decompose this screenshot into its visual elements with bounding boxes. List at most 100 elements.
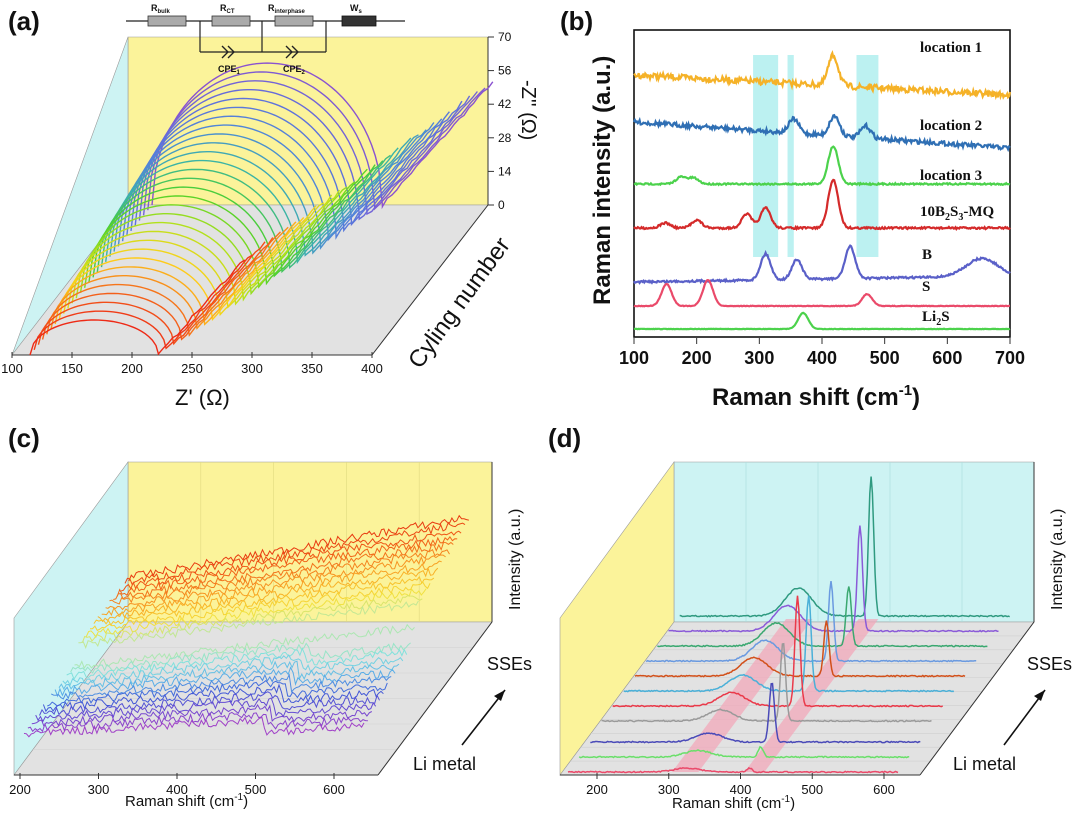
- d-x-tick-label: 400: [730, 782, 752, 797]
- c-series-group: [23, 514, 470, 738]
- c-x-tick-label: 500: [245, 782, 267, 797]
- d-series-line: [634, 620, 966, 678]
- cpe1-symbol: [221, 45, 235, 59]
- a-series-line: [147, 71, 486, 211]
- d-x-axis-label: Raman shift (cm-1): [672, 794, 795, 812]
- b-x-tick-label: 300: [744, 348, 774, 368]
- b-x-ticks: 100 200 300 400 500 600 700: [619, 338, 1025, 368]
- d-series-line: [679, 476, 1010, 618]
- c-series-line: [66, 647, 408, 681]
- a-x-tick-label: 150: [61, 361, 83, 376]
- b-series-label: Li2S: [922, 309, 950, 328]
- cpe2-symbol: [285, 45, 299, 59]
- b-y-axis-label: Raman intensity (a.u.): [589, 56, 616, 305]
- a-x-axis-label: Z' (Ω): [175, 385, 230, 410]
- b-highlight-band: [856, 55, 879, 257]
- c-x-ticks: 200 300 400 500 600: [9, 773, 345, 797]
- panel-label-b: (b): [560, 6, 593, 36]
- c-series-line: [23, 716, 365, 738]
- a-series-line: [29, 259, 246, 356]
- a-x-tick-label: 300: [241, 361, 263, 376]
- a-series-line: [79, 186, 348, 296]
- b-x-tick-label: 200: [682, 348, 712, 368]
- a-series-line: [50, 226, 289, 330]
- a-x-tick-label: 350: [301, 361, 323, 376]
- c-y-axis: [377, 621, 493, 776]
- c-series-line: [93, 575, 435, 626]
- c-series-line: [47, 679, 388, 707]
- a-series-line: [41, 237, 274, 341]
- warburg-element: [341, 15, 377, 27]
- panel-a: 100 150 200 250 300 350 400 0 14 28 42 56 70 Z' (Ω)…: [1, 3, 539, 410]
- a-series-line: [92, 164, 376, 278]
- b-x-tick-label: 100: [619, 348, 649, 368]
- a-series-line: [105, 147, 399, 265]
- r-interphase-resistor: [274, 15, 314, 27]
- c-series-line: [78, 600, 419, 649]
- a-series-line: [126, 115, 443, 240]
- a-z-axis-label: -Z'' (Ω): [517, 80, 539, 140]
- a-z-tick-label: 42: [498, 97, 512, 111]
- b-series-line: [633, 49, 1012, 101]
- b-series-label: S: [922, 279, 930, 295]
- d-y-axis-label-top: SSEs: [1027, 654, 1072, 674]
- d-back-wall: [673, 461, 1035, 623]
- c-y-axis-label-top: SSEs: [487, 654, 532, 674]
- a-series-line: [109, 137, 412, 257]
- b-series-label: location 1: [920, 40, 982, 56]
- a-series-line: [130, 106, 450, 233]
- panel-c: 200 300 400 500 600 Raman shift (cm-1) Inten…: [9, 461, 532, 810]
- a-z-tick-label: 0: [498, 198, 505, 212]
- c-y-axis-label-bottom: Li metal: [413, 754, 476, 774]
- c-series-line: [89, 581, 431, 632]
- a-z-tick-label: 14: [498, 164, 512, 178]
- ws-label: Ws: [350, 3, 363, 15]
- a-z-tick-label: 28: [498, 131, 512, 145]
- d-x-tick-label: 300: [658, 782, 680, 797]
- c-series-line: [35, 697, 377, 723]
- c-series-line: [42, 683, 384, 713]
- c-series-line: [54, 666, 396, 698]
- a-series-group: [29, 62, 494, 356]
- d-series-line: [567, 766, 899, 774]
- c-series-line: [105, 554, 446, 611]
- d-y-axis-label-bottom: Li metal: [953, 754, 1016, 774]
- b-series-labels: location 1 location 2 location 3 10B2S3-MQ B…: [920, 40, 995, 328]
- b-series-line: [633, 311, 1011, 331]
- a-series-line: [100, 154, 391, 269]
- b-series-line: [632, 113, 1011, 153]
- a-z-tick-label: 70: [498, 30, 512, 44]
- d-arrow-head: [1034, 690, 1045, 701]
- c-series-line: [109, 548, 450, 605]
- r-bulk-resistor: [147, 15, 187, 27]
- c-series-line: [39, 691, 380, 716]
- a-series-line: [121, 122, 435, 242]
- c-z-axis-label: Intensity (a.u.): [507, 509, 524, 610]
- c-series-line: [124, 522, 466, 586]
- c-series-line: [97, 566, 439, 623]
- c-series-line: [128, 514, 470, 582]
- b-series-label: location 2: [920, 118, 982, 134]
- a-series-line: [142, 80, 478, 216]
- d-z-axis-label: Intensity (a.u.): [1049, 509, 1066, 610]
- d-series-line: [668, 525, 999, 633]
- a-y-axis: [371, 204, 489, 356]
- d-direction-arrow: [1003, 689, 1046, 746]
- c-x-tick-label: 300: [88, 782, 110, 797]
- d-series-line: [645, 581, 977, 663]
- equivalent-circuit: Rbulk RCT Rinterphase Ws CPE1 CPE2: [126, 3, 405, 76]
- c-series-line: [27, 711, 368, 733]
- c-x-tick-label: 400: [166, 782, 188, 797]
- d-highlight-band: [744, 619, 879, 772]
- a-series-line: [96, 160, 384, 274]
- a-series-line: [113, 134, 419, 255]
- b-series-line: [633, 178, 1011, 232]
- r-bulk-label: Rbulk: [151, 3, 170, 15]
- d-x-tick-label: 500: [801, 782, 823, 797]
- c-series-line: [58, 660, 400, 690]
- b-x-tick-label: 600: [932, 348, 962, 368]
- b-series-group: [632, 49, 1012, 331]
- a-series-line: [37, 241, 266, 346]
- a-x-tick-label: 250: [181, 361, 203, 376]
